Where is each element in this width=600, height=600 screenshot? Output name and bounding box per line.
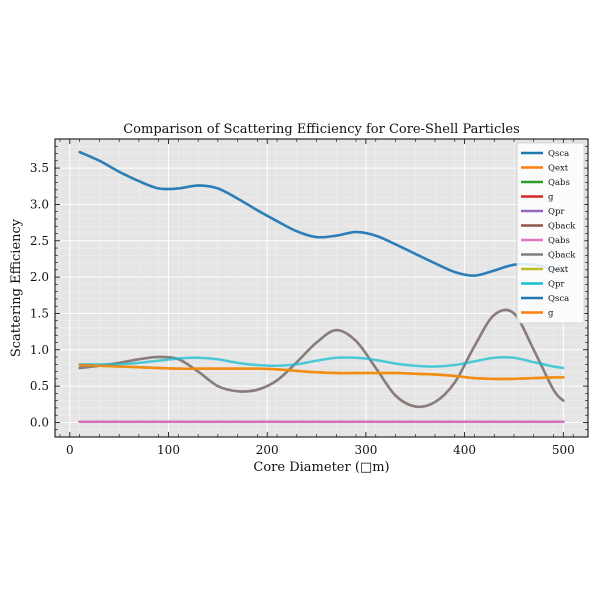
legend: Qsca Qext Qabs g Qpr Qback Qabs Qback Qext Qpr Qsc… [516, 142, 585, 324]
series-line-qback-7 [78, 308, 565, 409]
y-tick-label: 1.0 [30, 343, 49, 357]
y-axis-label: Scattering Efficiency [9, 218, 24, 357]
y-tick-label: 1.5 [30, 306, 49, 320]
legend-label-4: Qpr [548, 207, 565, 217]
plot-area: 0 100 200 300 400 500 0.0 0.5 1.0 1.5 2.0 2.5 3.0 3.5 [30, 138, 589, 457]
y-tick-label: 0.0 [30, 415, 49, 429]
x-tick-label: 200 [256, 443, 279, 457]
legend-label-10: Qsca [548, 294, 569, 304]
axes-frame [54, 138, 589, 438]
series-line-g-11 [78, 363, 565, 381]
x-tick-label: 100 [157, 443, 180, 457]
legend-label-0: Qsca [548, 149, 569, 159]
y-tick-label: 0.5 [30, 379, 49, 393]
legend-label-11: g [548, 309, 554, 319]
legend-label-2: Qabs [548, 178, 570, 188]
y-tick-label: 3.5 [30, 161, 49, 175]
x-axis-label: Core Diameter (□m) [253, 460, 389, 475]
legend-box [516, 142, 585, 324]
legend-label-7: Qback [548, 251, 576, 261]
x-tick-label: 500 [552, 443, 575, 457]
x-tick-label: 400 [453, 443, 476, 457]
chart-title: Comparison of Scattering Efficiency for … [123, 122, 520, 137]
x-tick-label: 300 [354, 443, 377, 457]
y-tick-label: 2.0 [30, 270, 49, 284]
series-line-qpr-9 [78, 356, 565, 370]
legend-label-5: Qback [548, 222, 576, 232]
legend-label-6: Qabs [548, 236, 570, 246]
legend-label-8: Qext [548, 265, 569, 275]
legend-label-9: Qpr [548, 280, 565, 290]
legend-label-1: Qext [548, 164, 569, 174]
plot-background [55, 139, 588, 437]
series-line-qsca-10 [78, 150, 565, 277]
x-tick-label: 0 [66, 443, 74, 457]
y-tick-label: 2.5 [30, 234, 49, 248]
y-tick-label: 3.0 [30, 197, 49, 211]
legend-label-3: g [548, 193, 554, 203]
